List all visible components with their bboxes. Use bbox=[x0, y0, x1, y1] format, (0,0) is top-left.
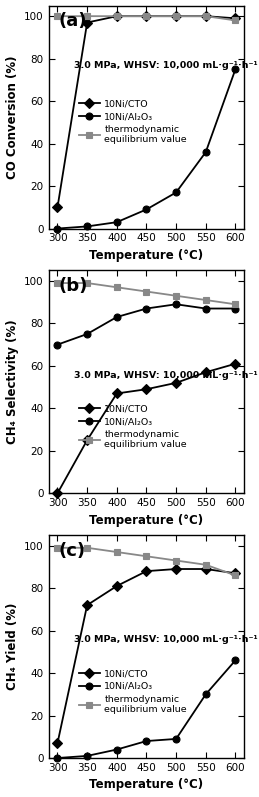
thermodynamic
equilibrium value bbox=[145, 287, 148, 296]
thermodynamic
equilibrium value bbox=[234, 16, 237, 26]
10Ni/Al₂O₃ bbox=[56, 340, 59, 349]
10Ni/CTO bbox=[175, 564, 178, 574]
thermodynamic
equilibrium value bbox=[175, 11, 178, 21]
10Ni/CTO bbox=[85, 600, 89, 610]
thermodynamic
equilibrium value bbox=[85, 543, 89, 552]
10Ni/CTO bbox=[56, 202, 59, 212]
X-axis label: Temperature (°C): Temperature (°C) bbox=[89, 249, 204, 262]
Line: 10Ni/Al₂O₃: 10Ni/Al₂O₃ bbox=[54, 300, 239, 348]
Line: 10Ni/CTO: 10Ni/CTO bbox=[54, 13, 239, 210]
10Ni/Al₂O₃ bbox=[115, 312, 118, 322]
10Ni/CTO bbox=[234, 359, 237, 368]
Line: 10Ni/CTO: 10Ni/CTO bbox=[54, 360, 239, 497]
10Ni/Al₂O₃ bbox=[175, 300, 178, 309]
10Ni/Al₂O₃ bbox=[115, 744, 118, 754]
10Ni/Al₂O₃ bbox=[145, 736, 148, 746]
thermodynamic
equilibrium value bbox=[56, 278, 59, 288]
thermodynamic
equilibrium value bbox=[234, 571, 237, 580]
10Ni/CTO bbox=[145, 384, 148, 394]
10Ni/Al₂O₃ bbox=[56, 753, 59, 763]
10Ni/Al₂O₃ bbox=[204, 147, 207, 157]
Text: 3.0 MPa, WHSV: 10,000 mL·g⁻¹·h⁻¹: 3.0 MPa, WHSV: 10,000 mL·g⁻¹·h⁻¹ bbox=[74, 371, 258, 379]
10Ni/CTO bbox=[175, 11, 178, 21]
Y-axis label: CO Conversion (%): CO Conversion (%) bbox=[5, 55, 19, 179]
10Ni/CTO bbox=[85, 18, 89, 27]
10Ni/Al₂O₃ bbox=[115, 218, 118, 227]
Line: 10Ni/Al₂O₃: 10Ni/Al₂O₃ bbox=[54, 66, 239, 232]
10Ni/CTO bbox=[56, 489, 59, 498]
thermodynamic
equilibrium value bbox=[175, 556, 178, 565]
10Ni/CTO bbox=[145, 567, 148, 576]
thermodynamic
equilibrium value bbox=[115, 548, 118, 557]
thermodynamic
equilibrium value bbox=[204, 560, 207, 570]
10Ni/Al₂O₃ bbox=[204, 304, 207, 313]
10Ni/CTO bbox=[115, 389, 118, 398]
Line: thermodynamic
equilibrium value: thermodynamic equilibrium value bbox=[54, 13, 239, 24]
10Ni/Al₂O₃ bbox=[85, 222, 89, 231]
10Ni/Al₂O₃ bbox=[234, 65, 237, 74]
thermodynamic
equilibrium value bbox=[234, 300, 237, 309]
thermodynamic
equilibrium value bbox=[204, 11, 207, 21]
thermodynamic
equilibrium value bbox=[56, 543, 59, 552]
10Ni/Al₂O₃ bbox=[85, 329, 89, 339]
10Ni/CTO bbox=[145, 11, 148, 21]
Legend: 10Ni/CTO, 10Ni/Al₂O₃, thermodynamic
equilibrium value: 10Ni/CTO, 10Ni/Al₂O₃, thermodynamic equi… bbox=[79, 669, 187, 714]
10Ni/CTO bbox=[234, 568, 237, 578]
thermodynamic
equilibrium value bbox=[145, 552, 148, 561]
Line: 10Ni/Al₂O₃: 10Ni/Al₂O₃ bbox=[54, 657, 239, 761]
thermodynamic
equilibrium value bbox=[85, 11, 89, 21]
10Ni/Al₂O₃ bbox=[175, 187, 178, 197]
thermodynamic
equilibrium value bbox=[204, 295, 207, 304]
10Ni/CTO bbox=[204, 564, 207, 574]
10Ni/Al₂O₃ bbox=[175, 734, 178, 744]
X-axis label: Temperature (°C): Temperature (°C) bbox=[89, 779, 204, 791]
Text: (a): (a) bbox=[58, 12, 87, 30]
Line: thermodynamic
equilibrium value: thermodynamic equilibrium value bbox=[54, 544, 239, 579]
10Ni/CTO bbox=[85, 435, 89, 445]
10Ni/Al₂O₃ bbox=[204, 689, 207, 699]
10Ni/CTO bbox=[115, 581, 118, 591]
10Ni/CTO bbox=[204, 367, 207, 377]
10Ni/CTO bbox=[56, 738, 59, 748]
10Ni/Al₂O₃ bbox=[234, 656, 237, 665]
10Ni/CTO bbox=[234, 14, 237, 23]
thermodynamic
equilibrium value bbox=[56, 11, 59, 21]
10Ni/CTO bbox=[115, 11, 118, 21]
10Ni/Al₂O₃ bbox=[85, 751, 89, 760]
Text: (c): (c) bbox=[58, 542, 85, 559]
10Ni/CTO bbox=[175, 378, 178, 387]
thermodynamic
equilibrium value bbox=[115, 282, 118, 292]
Text: 3.0 MPa, WHSV: 10,000 mL·g⁻¹·h⁻¹: 3.0 MPa, WHSV: 10,000 mL·g⁻¹·h⁻¹ bbox=[74, 635, 258, 645]
10Ni/Al₂O₃ bbox=[145, 304, 148, 313]
10Ni/Al₂O₃ bbox=[56, 224, 59, 234]
Legend: 10Ni/CTO, 10Ni/Al₂O₃, thermodynamic
equilibrium value: 10Ni/CTO, 10Ni/Al₂O₃, thermodynamic equi… bbox=[79, 404, 187, 450]
Text: (b): (b) bbox=[58, 277, 88, 295]
10Ni/CTO bbox=[204, 11, 207, 21]
thermodynamic
equilibrium value bbox=[115, 11, 118, 21]
Legend: 10Ni/CTO, 10Ni/Al₂O₃, thermodynamic
equilibrium value: 10Ni/CTO, 10Ni/Al₂O₃, thermodynamic equi… bbox=[79, 100, 187, 144]
Line: 10Ni/CTO: 10Ni/CTO bbox=[54, 566, 239, 747]
Text: 3.0 MPa, WHSV: 10,000 mL·g⁻¹·h⁻¹: 3.0 MPa, WHSV: 10,000 mL·g⁻¹·h⁻¹ bbox=[74, 61, 258, 70]
10Ni/Al₂O₃ bbox=[145, 205, 148, 214]
thermodynamic
equilibrium value bbox=[145, 11, 148, 21]
Y-axis label: CH₄ Yield (%): CH₄ Yield (%) bbox=[5, 603, 19, 690]
Line: thermodynamic
equilibrium value: thermodynamic equilibrium value bbox=[54, 280, 239, 308]
thermodynamic
equilibrium value bbox=[175, 291, 178, 300]
Y-axis label: CH₄ Selectivity (%): CH₄ Selectivity (%) bbox=[5, 320, 19, 444]
10Ni/Al₂O₃ bbox=[234, 304, 237, 313]
X-axis label: Temperature (°C): Temperature (°C) bbox=[89, 514, 204, 527]
thermodynamic
equilibrium value bbox=[85, 278, 89, 288]
